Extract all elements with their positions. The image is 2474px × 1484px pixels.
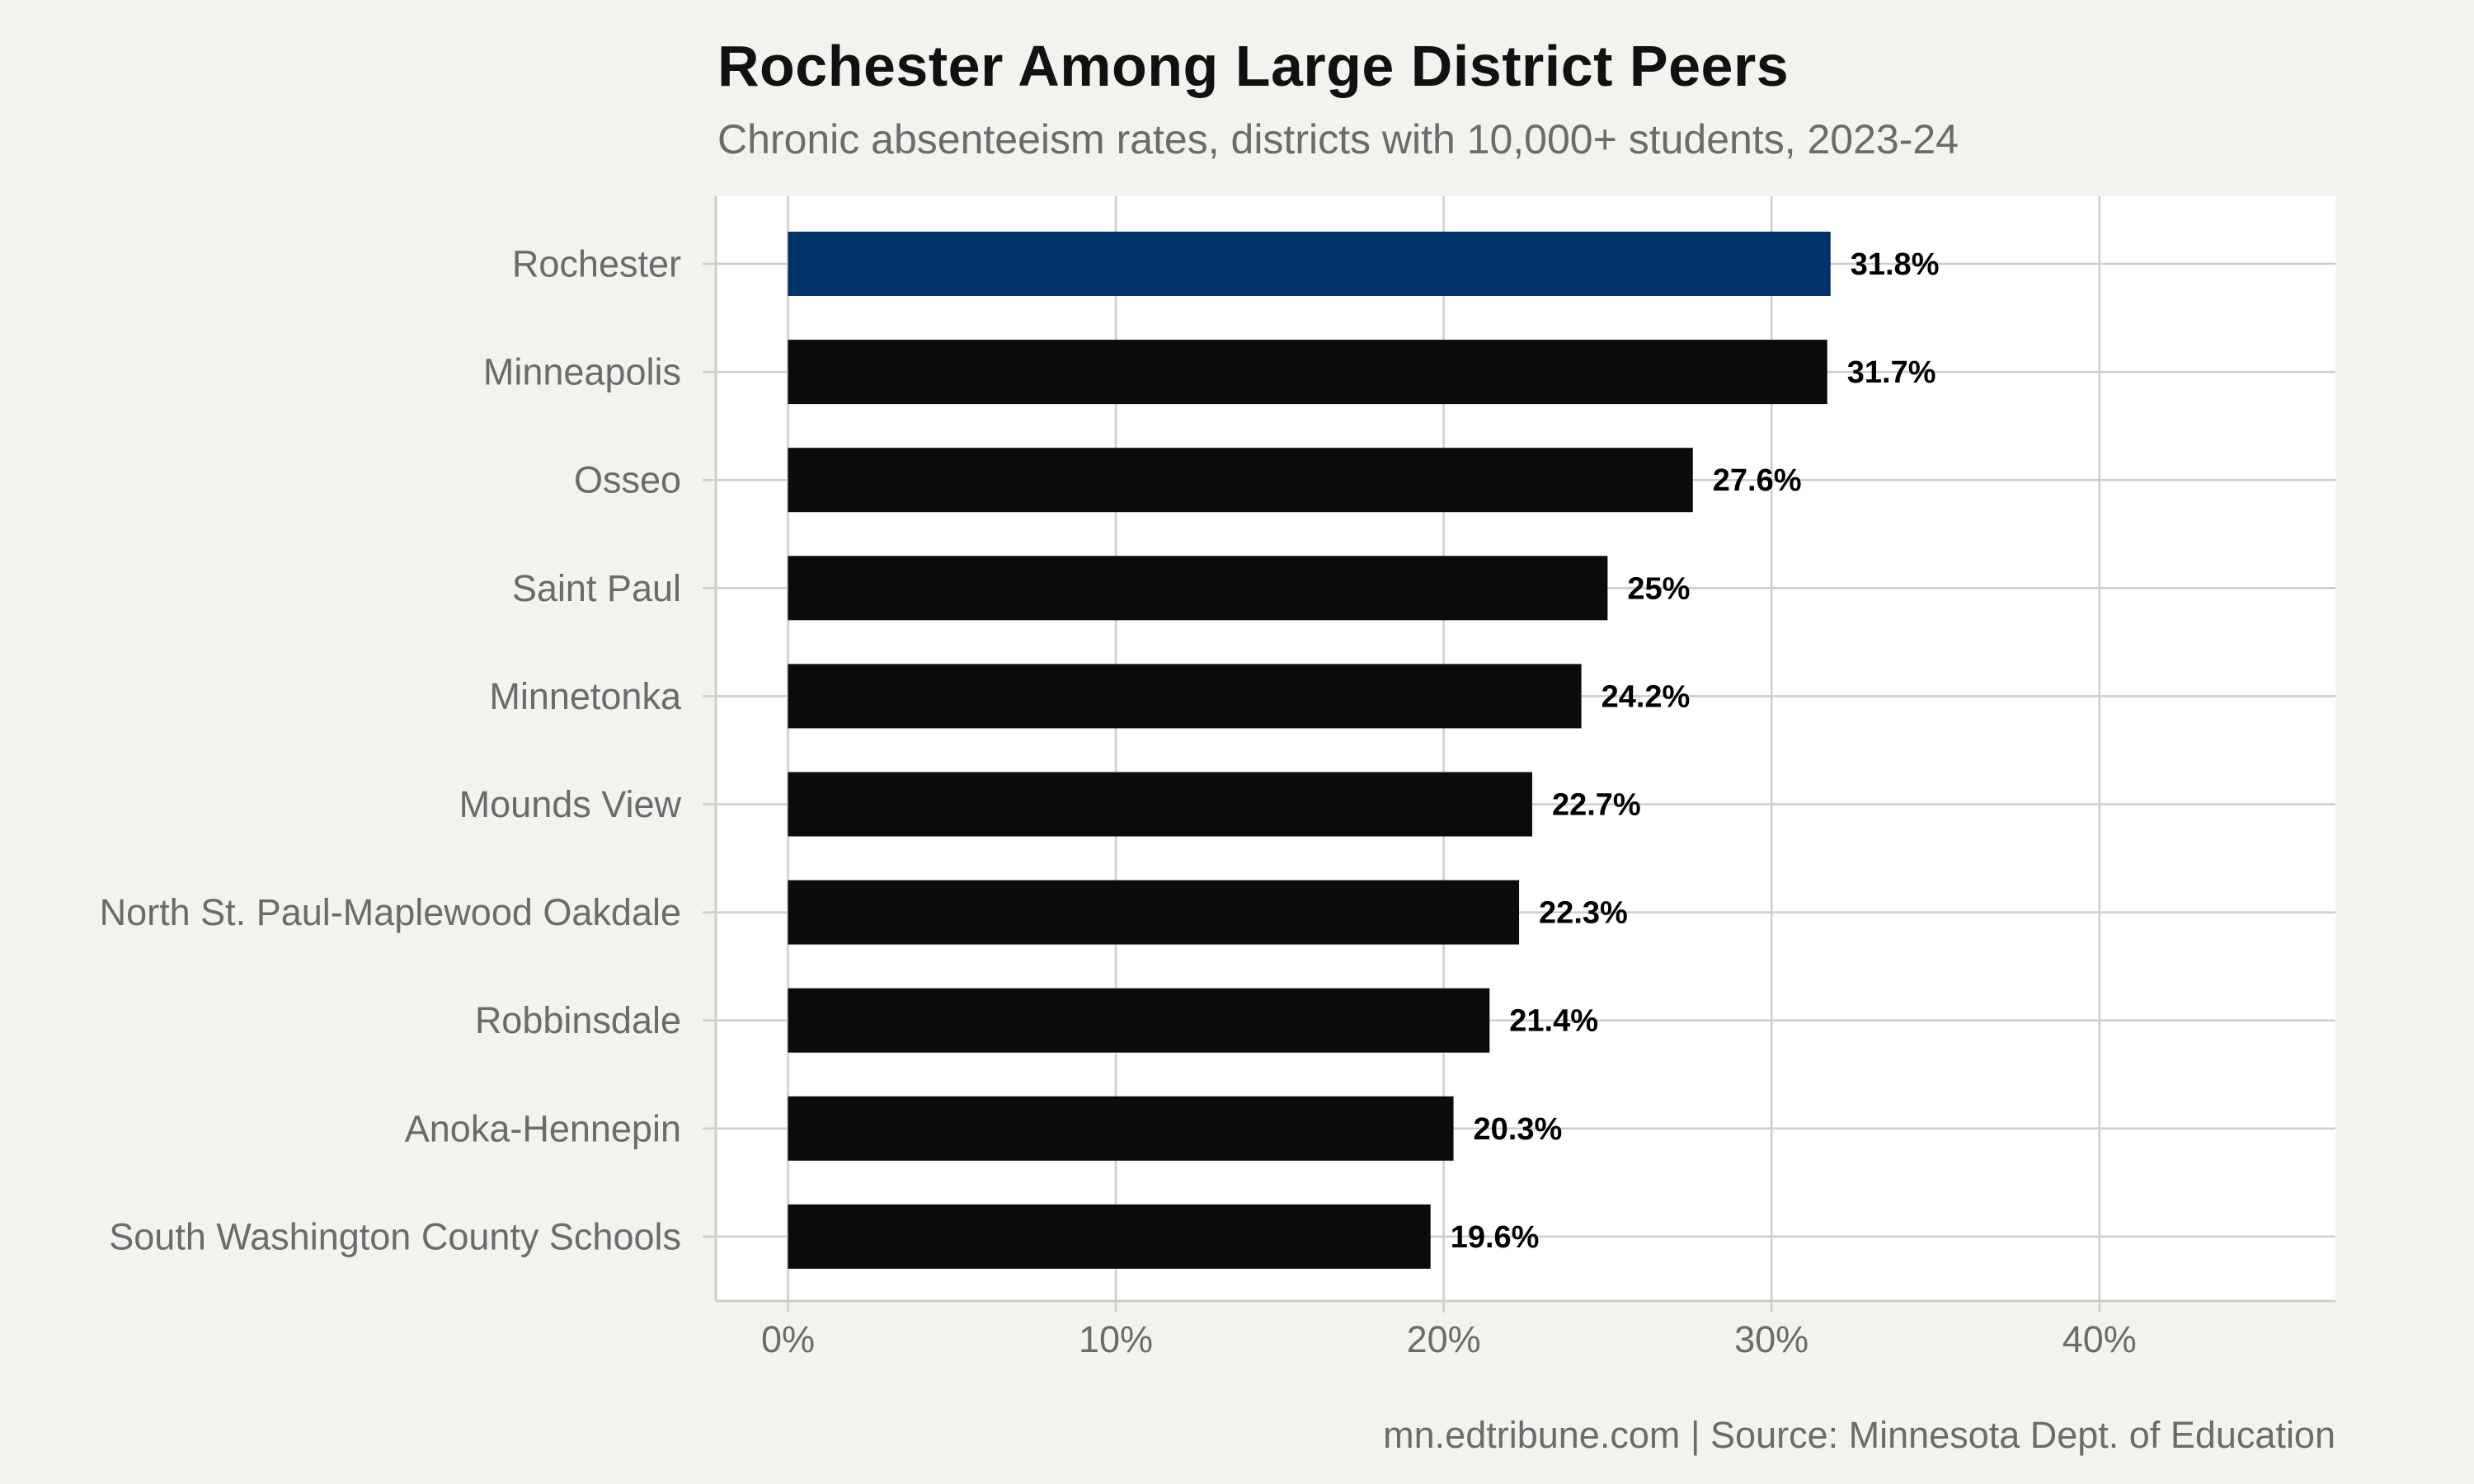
data-label: 22.3% xyxy=(1539,896,1628,931)
data-label: 31.8% xyxy=(1851,247,1940,282)
bar xyxy=(788,556,1608,621)
x-tick-label: 20% xyxy=(1407,1318,1481,1360)
bar xyxy=(788,1096,1454,1161)
bar xyxy=(788,448,1693,513)
bar-highlight xyxy=(788,232,1831,296)
bar xyxy=(788,664,1582,729)
data-label: 27.6% xyxy=(1713,463,1802,498)
chart-subtitle: Chronic absenteeism rates, districts wit… xyxy=(717,116,1959,162)
data-label: 24.2% xyxy=(1602,679,1691,714)
bar xyxy=(788,880,1520,945)
data-label: 19.6% xyxy=(1451,1220,1540,1255)
data-label: 21.4% xyxy=(1509,1004,1598,1039)
x-tick-label: 30% xyxy=(1734,1318,1808,1360)
data-label: 31.7% xyxy=(1847,355,1936,390)
category-label: North St. Paul-Maplewood Oakdale xyxy=(100,891,681,933)
category-label: Anoka-Hennepin xyxy=(405,1107,681,1149)
category-label: Minneapolis xyxy=(483,351,681,393)
x-tick-label: 10% xyxy=(1079,1318,1153,1360)
data-label: 20.3% xyxy=(1474,1112,1563,1147)
x-tick-label: 0% xyxy=(761,1318,815,1360)
data-label: 25% xyxy=(1627,571,1690,606)
bar xyxy=(788,340,1827,405)
bar xyxy=(788,772,1532,837)
category-label: Robbinsdale xyxy=(475,999,681,1041)
category-label: South Washington County Schools xyxy=(109,1215,681,1257)
category-label: Osseo xyxy=(574,459,681,501)
category-label: Saint Paul xyxy=(512,567,681,609)
data-label: 22.7% xyxy=(1552,788,1641,823)
category-label: Rochester xyxy=(512,243,681,285)
category-label: Minnetonka xyxy=(489,675,682,717)
chart-title: Rochester Among Large District Peers xyxy=(717,34,1790,98)
x-tick-label: 40% xyxy=(2062,1318,2137,1360)
category-label: Mounds View xyxy=(459,783,682,825)
bar xyxy=(788,1204,1431,1269)
bar xyxy=(788,988,1490,1053)
source-caption: mn.edtribune.com | Source: Minnesota Dep… xyxy=(1383,1414,2335,1456)
